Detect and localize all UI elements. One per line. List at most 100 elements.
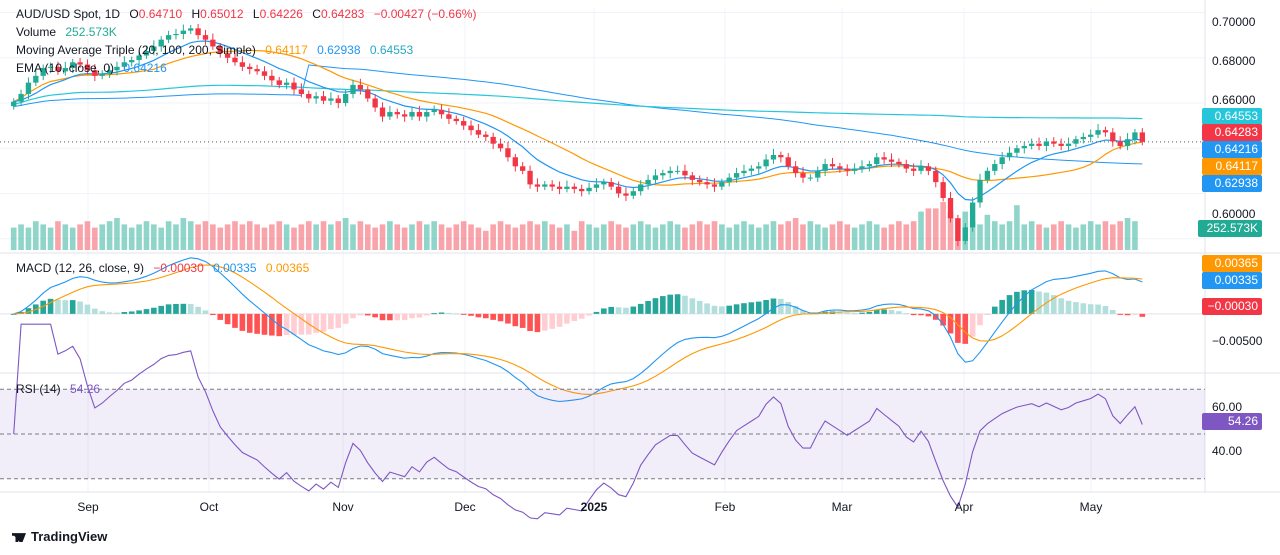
candle-body	[859, 166, 865, 169]
macd-histogram-bar	[918, 313, 924, 316]
grid-lines	[0, 8, 1205, 492]
candle-body	[962, 227, 968, 241]
macd-histogram-bar	[527, 313, 533, 332]
macd-histogram-bar	[505, 313, 511, 324]
volume-bar	[829, 224, 836, 250]
volume-bar	[1021, 224, 1028, 250]
candle-body	[210, 39, 216, 47]
candle-body	[674, 170, 681, 172]
macd-histogram-bar	[364, 313, 371, 316]
candle-body	[770, 155, 777, 160]
candle-body	[512, 157, 518, 167]
volume-bar	[47, 227, 54, 250]
candle-body	[254, 69, 260, 72]
volume-bar	[158, 227, 165, 250]
volume-bar	[578, 221, 585, 250]
tradingview-logo[interactable]: TradingView	[12, 529, 107, 544]
candle-body	[638, 184, 644, 192]
candle-body	[1139, 132, 1145, 142]
macd-histogram-bar	[704, 303, 710, 314]
candle-body	[283, 82, 290, 85]
macd-histogram-bar	[674, 294, 681, 314]
candle-body	[483, 134, 489, 137]
macd-histogram-bar	[394, 313, 401, 321]
volume-bar	[497, 221, 504, 250]
volume-bar	[40, 224, 46, 250]
macd-histogram-bar	[785, 301, 792, 314]
macd-histogram-bar	[719, 306, 725, 314]
macd-histogram-bar	[1095, 304, 1101, 314]
candle-body	[313, 96, 319, 99]
volume-bar	[357, 221, 364, 250]
macd-histogram-bar	[1065, 300, 1072, 314]
candle-body	[114, 66, 120, 71]
open-label: O	[129, 7, 139, 21]
candle-body	[497, 143, 504, 149]
volume-bar	[416, 221, 423, 250]
macd-histogram-bar	[800, 310, 806, 314]
volume-bar	[173, 224, 179, 250]
rsi-pane	[0, 323, 1205, 520]
candle-body	[660, 173, 666, 176]
volume-bar	[667, 221, 674, 250]
candle-body	[320, 96, 327, 101]
volume-bar	[814, 224, 821, 250]
candle-body	[726, 177, 732, 183]
candle-body	[453, 118, 459, 122]
macd-histogram-bar	[689, 298, 696, 314]
volume-bar	[896, 221, 902, 250]
candle-body	[586, 187, 592, 192]
candle-body	[969, 202, 976, 228]
macd-histogram-bar	[910, 313, 917, 316]
macd-histogram-bar	[792, 306, 799, 314]
candle-body	[564, 186, 570, 189]
macd-histogram-bar	[187, 304, 194, 314]
candle-body	[697, 179, 703, 183]
volume-bar	[18, 224, 24, 250]
candle-body	[800, 173, 806, 178]
candle-body	[977, 179, 983, 203]
macd-histogram-bar	[453, 313, 460, 315]
macd-histogram-bar	[357, 313, 364, 316]
volume-bar	[1050, 224, 1057, 250]
macd-histogram-bar	[1073, 302, 1079, 314]
volume-bar	[342, 218, 349, 250]
volume-bar	[733, 224, 740, 250]
volume-bar	[313, 224, 319, 250]
macd-histogram-bar	[623, 307, 629, 314]
moving-average-lines	[0, 40, 1205, 201]
volume-bar	[1080, 224, 1087, 250]
macd-histogram-bar	[652, 298, 659, 314]
macd-histogram-bar	[490, 313, 496, 320]
x-tick: Sep	[77, 500, 99, 514]
candle-body	[416, 112, 423, 117]
volume-bar	[232, 221, 238, 250]
macd-histogram-bar	[586, 313, 592, 316]
volume-bar	[202, 221, 209, 250]
candle-body	[903, 164, 909, 169]
candle-body	[571, 186, 577, 189]
high-value: 0.65012	[200, 7, 244, 21]
macd-histogram-bar	[660, 296, 666, 314]
macd-histogram-bar	[741, 303, 747, 314]
volume-bar	[350, 224, 356, 250]
volume-bar	[379, 224, 386, 250]
volume-label: Volume	[16, 25, 57, 39]
volume-bar	[881, 227, 887, 250]
macd-histogram-bar	[143, 309, 150, 314]
macd-histogram-bar	[1050, 295, 1057, 314]
volume-bar	[999, 224, 1005, 250]
volume-bar	[969, 221, 976, 250]
candle-body	[151, 46, 157, 51]
candle-body	[173, 34, 179, 36]
candle-body	[940, 182, 946, 198]
volume-bar	[62, 224, 69, 250]
candle-body	[704, 182, 710, 185]
volume-bar	[106, 221, 113, 250]
volume-bar	[623, 227, 629, 250]
volume-bar	[660, 224, 666, 250]
volume-bar	[519, 224, 526, 250]
volume-bar	[1073, 227, 1079, 250]
volume-legend: Volume 252.573K	[16, 24, 123, 40]
macd-histogram-bar	[571, 313, 578, 321]
